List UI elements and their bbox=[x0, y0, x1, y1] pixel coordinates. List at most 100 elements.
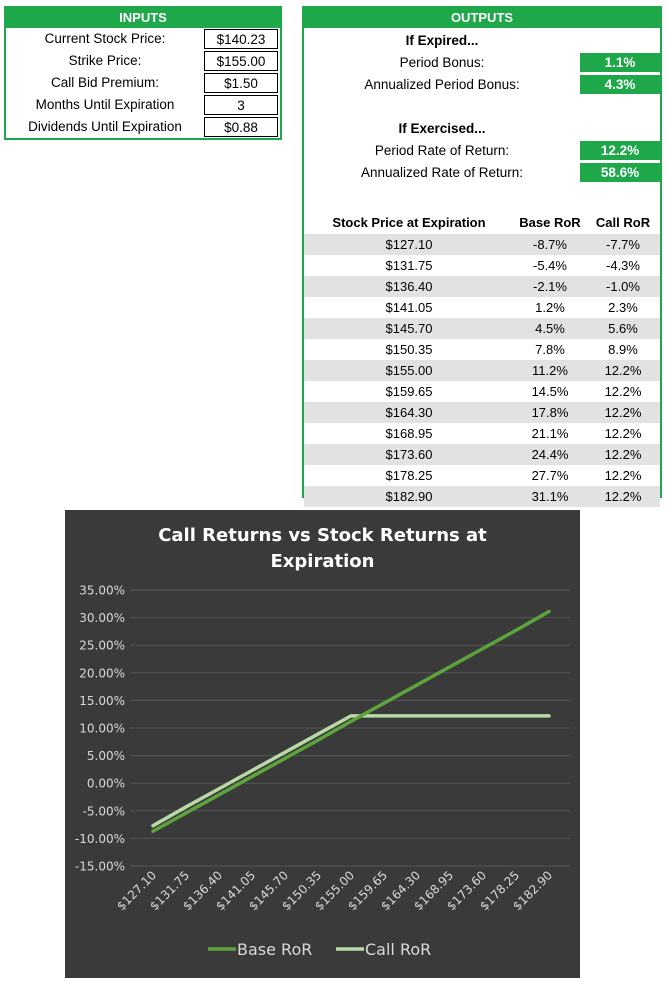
table-row[interactable]: $182.90 31.1% 12.2% bbox=[304, 486, 660, 507]
y-tick-label: -10.00% bbox=[75, 832, 125, 846]
chart-title-line-1: Call Returns vs Stock Returns at bbox=[158, 525, 487, 546]
series-line-base-ror[interactable] bbox=[151, 609, 551, 833]
ror-table-header: Stock Price at Expiration Base RoR Call … bbox=[304, 212, 660, 234]
price-cell: $178.25 bbox=[385, 468, 433, 483]
returns-chart[interactable]: Call Returns vs Stock Returns at Expirat… bbox=[65, 510, 580, 978]
series-line-call-ror[interactable] bbox=[151, 714, 551, 828]
months-label: Months Until Expiration bbox=[35, 97, 175, 112]
base-ror-cell: 14.5% bbox=[531, 384, 569, 399]
table-row[interactable]: $155.00 11.2% 12.2% bbox=[304, 360, 660, 381]
period-bonus-value[interactable]: 1.1% bbox=[580, 53, 660, 72]
period-ror-value[interactable]: 12.2% bbox=[580, 141, 660, 160]
y-axis-labels: 35.00% 30.00% 25.00% 20.00% 15.00% 10.00% 5.00… bbox=[75, 584, 125, 874]
price-cell: $182.90 bbox=[385, 489, 433, 504]
inputs-panel: INPUTS Current Stock Price: $140.23 Stri… bbox=[4, 6, 282, 140]
base-ror-cell: 27.7% bbox=[531, 468, 569, 483]
header-base-ror: Base RoR bbox=[519, 215, 581, 230]
annualized-ror-row: Annualized Rate of Return: 58.6% bbox=[304, 162, 660, 184]
call-ror-cell: 12.2% bbox=[604, 405, 642, 420]
base-ror-cell: 1.2% bbox=[535, 300, 565, 315]
table-row[interactable]: $150.35 7.8% 8.9% bbox=[304, 339, 660, 360]
call-ror-cell: 2.3% bbox=[608, 300, 638, 315]
price-cell: $159.65 bbox=[385, 384, 433, 399]
header-stock-price: Stock Price at Expiration bbox=[332, 215, 486, 230]
price-cell: $155.00 bbox=[385, 363, 433, 378]
input-row-strike-price: Strike Price: $155.00 bbox=[6, 50, 280, 72]
base-ror-cell: 4.5% bbox=[535, 321, 565, 336]
call-ror-cell: 5.6% bbox=[608, 321, 638, 336]
call-ror-cell: 8.9% bbox=[608, 342, 638, 357]
annualized-ror-value[interactable]: 58.6% bbox=[580, 163, 660, 182]
table-row[interactable]: $173.60 24.4% 12.2% bbox=[304, 444, 660, 465]
input-row-dividends: Dividends Until Expiration $0.88 bbox=[6, 116, 280, 138]
outputs-panel: OUTPUTS If Expired... Period Bonus: 1.1%… bbox=[302, 6, 662, 507]
call-ror-cell: -7.7% bbox=[606, 237, 640, 252]
outputs-header: OUTPUTS bbox=[304, 8, 660, 28]
call-ror-cell: 12.2% bbox=[604, 426, 642, 441]
table-row[interactable]: $145.70 4.5% 5.6% bbox=[304, 318, 660, 339]
legend-label: Call RoR bbox=[365, 940, 431, 959]
call-premium-label: Call Bid Premium: bbox=[50, 75, 160, 90]
dividends-cell[interactable]: $0.88 bbox=[204, 117, 278, 137]
table-row[interactable]: $127.10 -8.7% -7.7% bbox=[304, 234, 660, 255]
dividends-label: Dividends Until Expiration bbox=[28, 119, 182, 134]
call-ror-cell: 12.2% bbox=[604, 468, 642, 483]
strike-price-cell[interactable]: $155.00 bbox=[204, 51, 278, 71]
price-cell: $145.70 bbox=[385, 321, 433, 336]
annualized-bonus-label: Annualized Period Bonus: bbox=[364, 77, 520, 92]
call-ror-cell: 12.2% bbox=[604, 384, 642, 399]
y-tick-label: 25.00% bbox=[79, 639, 125, 653]
chart-legend[interactable]: Base RoR Call RoR bbox=[208, 940, 431, 959]
price-cell: $141.05 bbox=[385, 300, 433, 315]
input-row-call-premium: Call Bid Premium: $1.50 bbox=[6, 72, 280, 94]
call-ror-cell: -1.0% bbox=[606, 279, 640, 294]
inputs-header: INPUTS bbox=[6, 8, 280, 28]
exercised-heading: If Exercised... bbox=[398, 121, 486, 136]
header-call-ror: Call RoR bbox=[595, 215, 651, 230]
y-tick-label: 30.00% bbox=[79, 611, 125, 625]
price-cell: $127.10 bbox=[385, 237, 433, 252]
base-ror-cell: -2.1% bbox=[533, 279, 567, 294]
y-tick-label: -15.00% bbox=[75, 860, 125, 874]
base-ror-cell: -8.7% bbox=[533, 237, 567, 252]
strike-price-label: Strike Price: bbox=[68, 53, 142, 68]
table-row[interactable]: $164.30 17.8% 12.2% bbox=[304, 402, 660, 423]
period-bonus-row: Period Bonus: 1.1% bbox=[304, 52, 660, 74]
chart-title-line-2: Expiration bbox=[271, 551, 375, 572]
period-bonus-label: Period Bonus: bbox=[399, 55, 485, 70]
base-ror-cell: 17.8% bbox=[531, 405, 569, 420]
y-tick-label: 35.00% bbox=[79, 584, 125, 598]
base-ror-cell: 31.1% bbox=[531, 489, 569, 504]
expired-heading-row: If Expired... bbox=[304, 30, 660, 52]
table-row[interactable]: $131.75 -5.4% -4.3% bbox=[304, 255, 660, 276]
input-row-months: Months Until Expiration 3 bbox=[6, 94, 280, 116]
call-ror-cell: -4.3% bbox=[606, 258, 640, 273]
chart-canvas: Call Returns vs Stock Returns at Expirat… bbox=[75, 525, 570, 959]
base-ror-cell: 24.4% bbox=[531, 447, 569, 462]
table-row[interactable]: $159.65 14.5% 12.2% bbox=[304, 381, 660, 402]
base-ror-cell: -5.4% bbox=[533, 258, 567, 273]
period-ror-row: Period Rate of Return: 12.2% bbox=[304, 140, 660, 162]
gridlines bbox=[130, 589, 570, 867]
legend-label: Base RoR bbox=[237, 940, 312, 959]
call-ror-cell: 12.2% bbox=[604, 447, 642, 462]
price-cell: $131.75 bbox=[385, 258, 433, 273]
price-cell: $164.30 bbox=[385, 405, 433, 420]
table-row[interactable]: $136.40 -2.1% -1.0% bbox=[304, 276, 660, 297]
price-cell: $150.35 bbox=[385, 342, 433, 357]
call-premium-cell[interactable]: $1.50 bbox=[204, 73, 278, 93]
table-row[interactable]: $178.25 27.7% 12.2% bbox=[304, 465, 660, 486]
ror-table-body: $127.10 -8.7% -7.7% $131.75 -5.4% -4.3% $136… bbox=[304, 234, 660, 507]
current-price-cell[interactable]: $140.23 bbox=[204, 29, 278, 49]
call-ror-cell: 12.2% bbox=[604, 489, 642, 504]
base-ror-cell: 11.2% bbox=[532, 363, 568, 378]
y-tick-label: 20.00% bbox=[79, 666, 125, 680]
table-row[interactable]: $141.05 1.2% 2.3% bbox=[304, 297, 660, 318]
exercised-heading-row: If Exercised... bbox=[304, 118, 660, 140]
table-row[interactable]: $168.95 21.1% 12.2% bbox=[304, 423, 660, 444]
months-cell[interactable]: 3 bbox=[204, 95, 278, 115]
price-cell: $173.60 bbox=[385, 447, 433, 462]
input-row-current-price: Current Stock Price: $140.23 bbox=[6, 28, 280, 50]
current-price-label: Current Stock Price: bbox=[44, 31, 166, 46]
annualized-bonus-value[interactable]: 4.3% bbox=[580, 75, 660, 94]
